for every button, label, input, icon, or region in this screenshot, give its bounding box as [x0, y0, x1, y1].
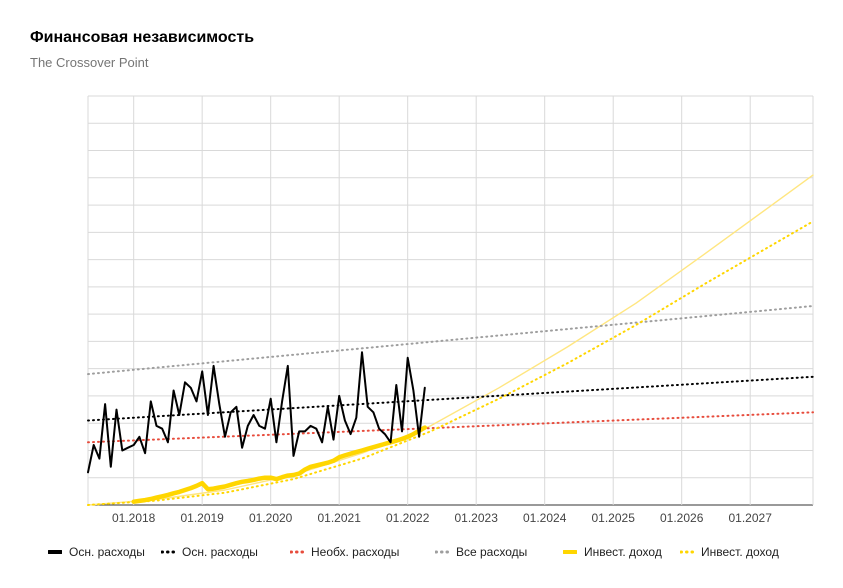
- series-line-investment-projection: [87, 174, 814, 506]
- legend-item: Необх. расходы: [290, 543, 399, 561]
- x-tick-label: 01.2020: [249, 511, 293, 525]
- series-trendline-3: [87, 305, 814, 376]
- x-tick-label: 01.2027: [729, 511, 773, 525]
- x-tick-label: 01.2026: [660, 511, 704, 525]
- legend-label: Инвест. доход: [701, 545, 779, 559]
- x-tick-label: 01.2021: [317, 511, 361, 525]
- legend-swatch: [48, 550, 62, 554]
- legend: Осн. расходы Осн. расходы Необх. расходы Вс…: [0, 543, 843, 561]
- x-tick-label: 01.2025: [592, 511, 636, 525]
- x-tick-label: 01.2019: [180, 511, 224, 525]
- x-axis-ticks: 01.2018 01.2019 01.2020 01.2021 01.2022 01.20…: [112, 511, 772, 525]
- legend-label: Все расходы: [456, 545, 528, 559]
- chart-title: Финансовая независимость: [30, 29, 255, 46]
- legend-label: Осн. расходы: [182, 545, 258, 559]
- chart-subtitle: The Crossover Point: [30, 55, 149, 70]
- legend-item: Осн. расходы: [161, 543, 258, 561]
- legend-item: Инвест. доход: [680, 543, 779, 561]
- x-tick-label: 01.2018: [112, 511, 156, 525]
- legend-swatch: [435, 550, 449, 554]
- legend-item: Все расходы: [435, 543, 527, 561]
- legend-swatch: [161, 550, 175, 554]
- series-trendline-5: [87, 220, 814, 506]
- legend-item: Инвест. доход: [563, 543, 662, 561]
- legend-item: Осн. расходы: [48, 543, 145, 561]
- legend-swatch: [680, 550, 694, 554]
- series-line-investment-income: [131, 425, 428, 504]
- x-tick-label: 01.2022: [386, 511, 430, 525]
- legend-label: Необх. расходы: [311, 545, 400, 559]
- grid-lines: [87, 95, 814, 506]
- series-layer: [87, 174, 814, 506]
- legend-label: Инвест. доход: [584, 545, 662, 559]
- x-tick-label: 01.2024: [523, 511, 567, 525]
- series-line-main-expenses: [87, 351, 426, 474]
- legend-swatch: [563, 550, 577, 554]
- legend-swatch: [290, 550, 304, 554]
- legend-label: Осн. расходы: [69, 545, 145, 559]
- series-trendline-2: [87, 411, 814, 444]
- x-tick-label: 01.2023: [454, 511, 498, 525]
